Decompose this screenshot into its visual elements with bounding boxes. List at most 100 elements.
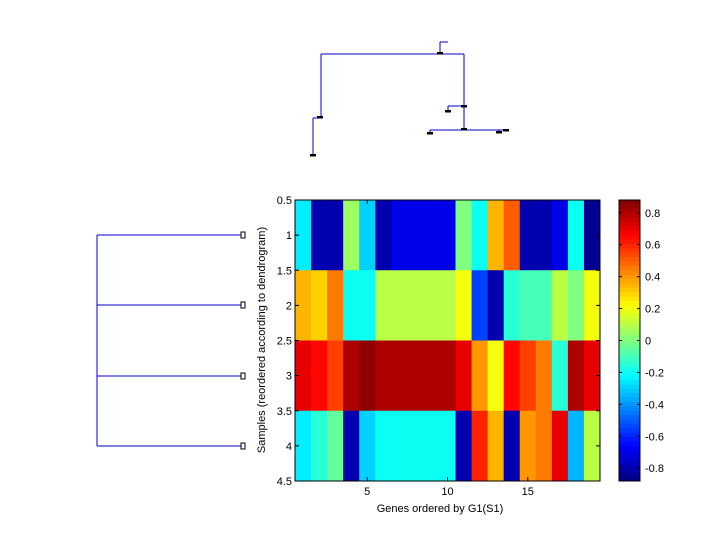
column-dendrogram-node [445, 110, 451, 113]
heatmap-cell [423, 410, 440, 482]
colorbar-segment [619, 208, 640, 214]
colorbar-tick-label: 0.4 [645, 272, 660, 284]
heatmap-cell [311, 200, 328, 271]
colorbar-segment [619, 230, 640, 236]
heatmap-cell [311, 340, 328, 412]
column-dendrogram-node [461, 105, 467, 108]
column-dendrogram-node [496, 131, 502, 134]
y-axis-label: Samples (reordered according to dendrogr… [256, 227, 268, 453]
heatmap-cell [519, 340, 537, 412]
column-dendrogram-node [427, 132, 433, 135]
heatmap-cell [471, 410, 489, 482]
colorbar-segment [619, 437, 640, 442]
heatmap-cell [327, 340, 344, 412]
heatmap-cell [423, 340, 440, 412]
heatmap-cell [327, 200, 344, 271]
colorbar-segment [619, 476, 640, 482]
colorbar-segment [619, 393, 640, 399]
colorbar-segment [619, 252, 640, 258]
heatmap-cell [503, 410, 521, 482]
heatmap-cell [327, 270, 344, 341]
y-tick-label: 1.5 [277, 265, 292, 277]
colorbar-segment [619, 305, 640, 311]
heatmap-cell [311, 410, 328, 482]
colorbar-segment [619, 200, 640, 205]
colorbar-segment [619, 401, 640, 407]
heatmap-cell [327, 410, 344, 482]
y-tick-label: 4.5 [277, 476, 292, 488]
heatmap-cell [375, 410, 392, 482]
heatmap-cell [295, 200, 312, 271]
row-dendrogram-leaf [240, 301, 246, 309]
heatmap-cell [343, 340, 360, 412]
colorbar-segment [619, 221, 640, 227]
colorbar-segment [619, 204, 640, 210]
heatmap-cell [535, 340, 553, 412]
colorbar-segment [619, 309, 640, 315]
colorbar-segment [619, 314, 640, 320]
heatmap-cell [391, 340, 408, 412]
row-dendrogram-leaf [240, 372, 246, 380]
heatmap-cell [359, 270, 376, 341]
column-dendrogram-node [461, 128, 467, 131]
colorbar-segment [619, 274, 640, 280]
colorbar-segment [619, 287, 640, 293]
colorbar-segment [619, 322, 640, 328]
column-dendrogram [310, 41, 509, 157]
colorbar-segment [619, 388, 640, 394]
heatmap-cell [407, 270, 424, 341]
heatmap-cell [375, 200, 392, 271]
colorbar-segment [619, 375, 640, 381]
column-dendrogram-node [437, 52, 443, 55]
heatmap-cell [519, 410, 537, 482]
y-tick-label: 2 [286, 300, 292, 312]
colorbar-segment [619, 410, 640, 416]
row-dendrogram-leaf [240, 442, 246, 450]
colorbar-segment [619, 213, 640, 219]
y-tick-label: 1 [286, 230, 292, 242]
colorbar-segment [619, 340, 640, 346]
colorbar-segment [619, 397, 640, 403]
heatmap-cell [519, 200, 537, 271]
colorbar-tick-label: -0.2 [645, 367, 664, 379]
colorbar-segment [619, 261, 640, 267]
heatmap-cell [503, 200, 521, 271]
colorbar-segment [619, 283, 640, 289]
colorbar-tick-label: -0.6 [645, 431, 664, 443]
colorbar-segment [619, 415, 640, 421]
heatmap-cell [519, 270, 537, 341]
colorbar-segment [619, 226, 640, 232]
heatmap-cell [407, 340, 424, 412]
heatmap-cell [439, 200, 456, 271]
colorbar-tick-label: 0.6 [645, 240, 660, 252]
y-tick-label: 3 [286, 371, 292, 383]
heatmap-cell [535, 270, 553, 341]
colorbar-segment [619, 279, 640, 284]
colorbar-segment [619, 459, 640, 464]
heatmap-cell [471, 270, 489, 341]
y-tick-label: 2.5 [277, 336, 292, 348]
colorbar-segment [619, 300, 640, 306]
colorbar-segment [619, 454, 640, 460]
heatmap-cell [295, 410, 312, 482]
colorbar-segment [619, 217, 640, 223]
colorbar-segment [619, 292, 640, 298]
heatmap-cell [455, 270, 472, 341]
heatmap-cell [567, 410, 585, 482]
colorbar-segment [619, 366, 640, 372]
colorbar-segment [619, 384, 640, 390]
heatmap-cell [359, 200, 376, 271]
colorbar-tick-label: 0.2 [645, 304, 660, 316]
colorbar-tick-label: -0.4 [645, 399, 664, 411]
colorbar-segment [619, 239, 640, 245]
x-tick-label: 10 [441, 486, 453, 498]
colorbar-segment [619, 349, 640, 355]
heatmap-cell [423, 270, 440, 341]
colorbar-segment [619, 450, 640, 456]
heatmap-cell [455, 200, 472, 271]
colorbar-segment [619, 428, 640, 434]
colorbar-tick-label: -0.8 [645, 463, 664, 475]
colorbar-segment [619, 380, 640, 385]
